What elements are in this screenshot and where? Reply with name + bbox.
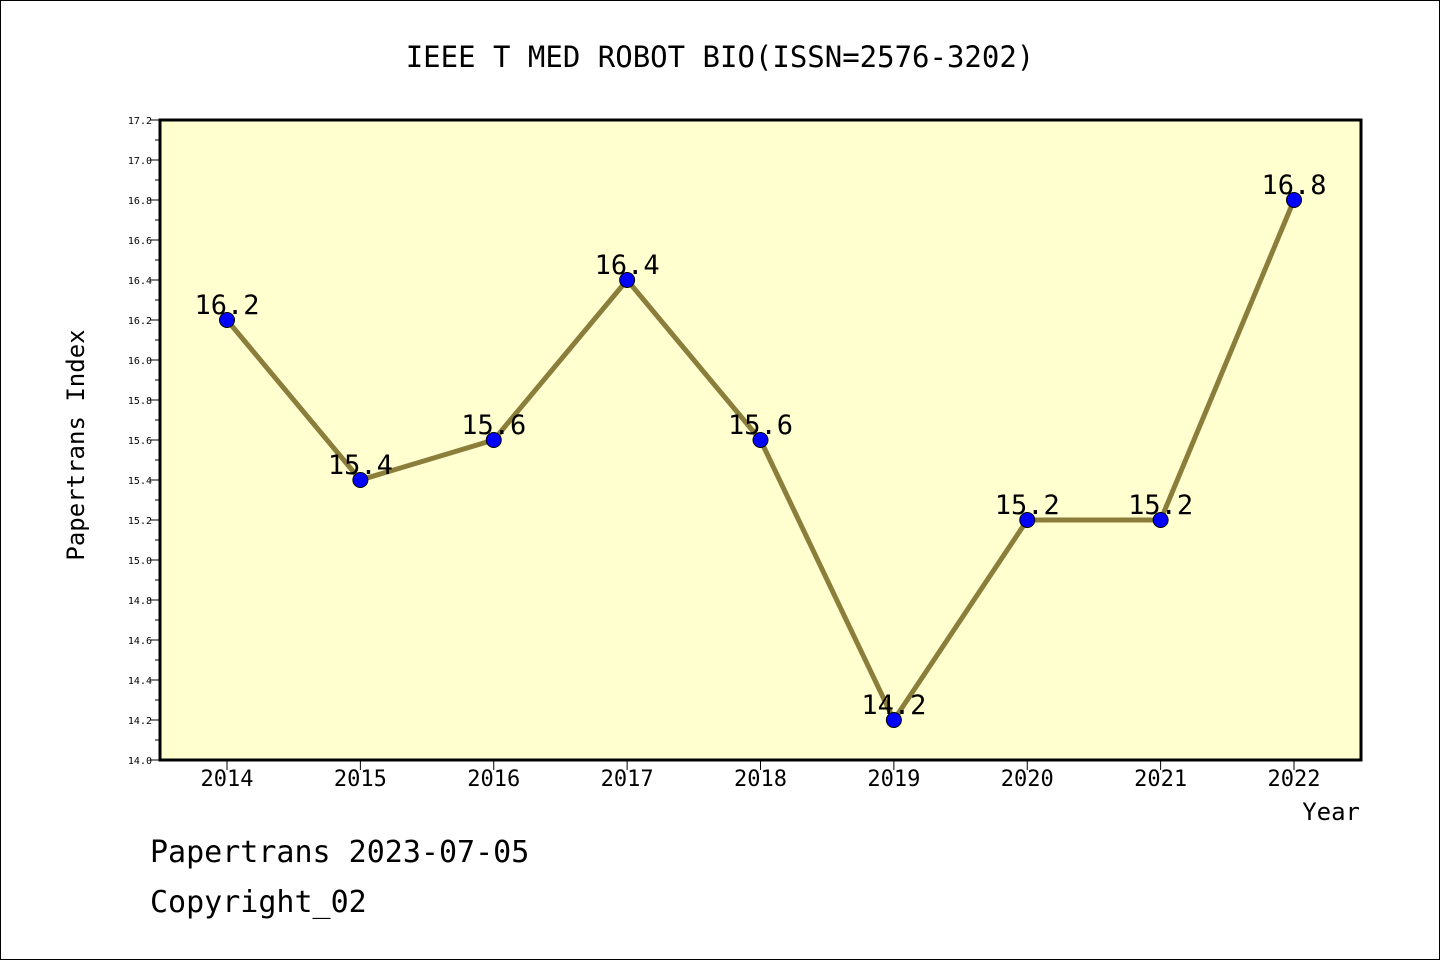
y-tick-label: 14.8 bbox=[128, 596, 152, 607]
y-tick-label: 16.2 bbox=[128, 316, 152, 327]
y-tick-label: 14.2 bbox=[128, 716, 152, 727]
data-label: 15.6 bbox=[728, 410, 793, 441]
data-point bbox=[1019, 512, 1036, 528]
data-labels: 16.2 15.4 15.6 16.4 15.6 14.2 15.2 15.2 16.8 bbox=[194, 170, 1326, 721]
data-label: 15.2 bbox=[995, 490, 1060, 521]
chart-title: IEEE T MED ROBOT BIO(ISSN=2576-3202) bbox=[406, 40, 1035, 74]
x-tick-label: 2015 bbox=[334, 767, 387, 792]
footer-copyright: Copyright_02 bbox=[150, 885, 367, 920]
y-tick-label: 15.4 bbox=[128, 476, 152, 487]
x-tick-label: 2014 bbox=[201, 767, 254, 792]
data-point bbox=[352, 472, 369, 488]
data-label: 15.4 bbox=[328, 450, 393, 481]
y-tick-label: 14.0 bbox=[128, 756, 152, 767]
x-tick-label: 2017 bbox=[601, 767, 654, 792]
y-tick-label: 16.4 bbox=[128, 276, 152, 287]
data-label: 14.2 bbox=[861, 690, 926, 721]
plot-border bbox=[158, 118, 1363, 762]
y-tick-label: 14.4 bbox=[128, 676, 152, 687]
x-tick-label: 2018 bbox=[734, 767, 787, 792]
data-point bbox=[485, 432, 502, 448]
x-tick-label: 2022 bbox=[1268, 767, 1321, 792]
y-tick-label: 15.8 bbox=[128, 396, 152, 407]
data-point bbox=[1286, 192, 1302, 208]
y-tick-label: 16.8 bbox=[128, 196, 152, 207]
y-tick-label: 15.6 bbox=[128, 436, 152, 447]
x-tick-label: 2019 bbox=[867, 767, 920, 792]
x-tick-label: 2020 bbox=[1001, 767, 1054, 792]
x-axis-label: Year bbox=[1302, 798, 1360, 826]
data-point bbox=[219, 312, 235, 328]
data-point bbox=[1152, 512, 1169, 528]
data-label: 16.4 bbox=[595, 250, 660, 281]
x-axis: 2014 2015 2016 2017 2018 2019 2020 2021 2022 bbox=[201, 760, 1321, 792]
data-label: 15.6 bbox=[461, 410, 526, 441]
y-tick-label: 15.0 bbox=[128, 556, 152, 567]
data-label: 16.8 bbox=[1261, 170, 1326, 201]
data-label: 15.2 bbox=[1128, 490, 1193, 521]
x-tick-label: 2021 bbox=[1134, 767, 1187, 792]
data-point bbox=[752, 432, 769, 448]
y-tick-label: 17.0 bbox=[128, 156, 152, 167]
y-tick-label: 17.2 bbox=[128, 116, 152, 127]
data-point bbox=[619, 272, 636, 288]
data-label: 16.2 bbox=[194, 290, 259, 321]
y-tick-label: 16.6 bbox=[128, 236, 152, 247]
y-tick-label: 15.2 bbox=[128, 516, 152, 527]
markers bbox=[219, 192, 1302, 728]
footer-date: Papertrans 2023-07-05 bbox=[150, 835, 530, 870]
y-axis: 14.0 14.2 14.4 14.6 14.8 15.0 15.2 15.4 15.6 15.8… bbox=[128, 116, 160, 767]
data-point bbox=[885, 712, 902, 728]
y-axis-label: Papertrans Index bbox=[62, 329, 90, 560]
x-tick-label: 2016 bbox=[467, 767, 520, 792]
y-tick-label: 14.6 bbox=[128, 636, 152, 647]
y-tick-label: 16.0 bbox=[128, 356, 152, 367]
